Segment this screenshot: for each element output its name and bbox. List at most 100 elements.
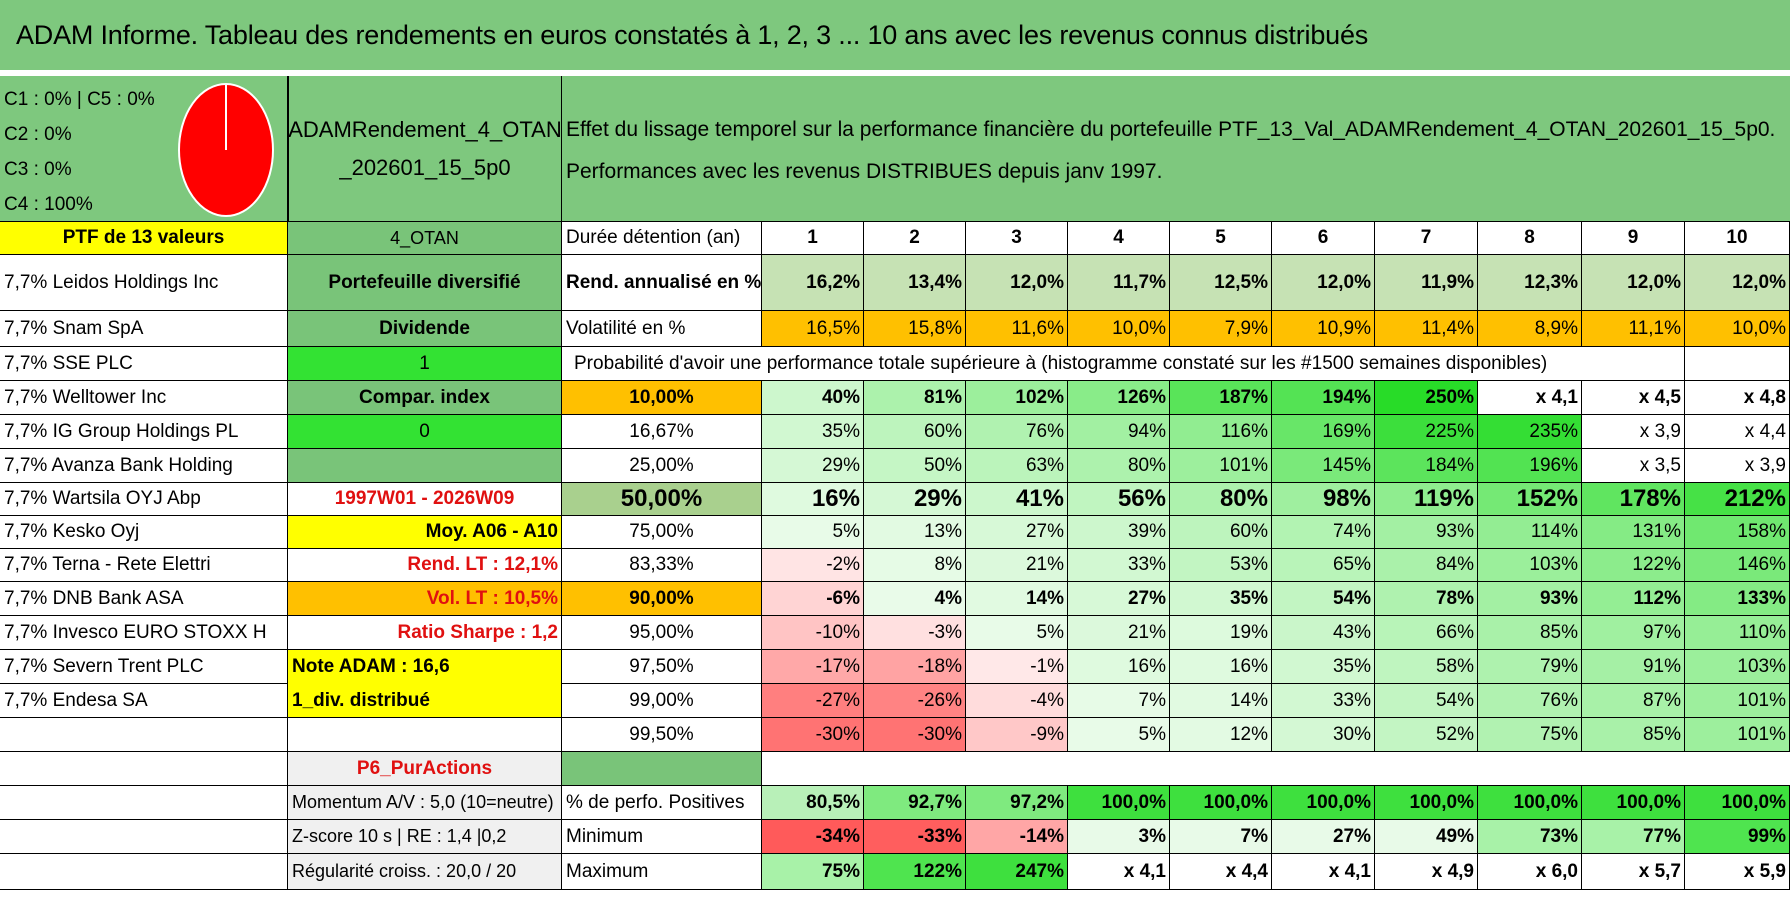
legend-line: C1 : 0% | C5 : 0% (4, 89, 155, 110)
empty-cell (0, 752, 288, 786)
legend-line: C3 : 0% (4, 159, 72, 180)
probability-value: 184% (1375, 449, 1478, 483)
probability-value: x 3,9 (1582, 415, 1685, 449)
probability-threshold: 10,00% (562, 381, 762, 415)
probability-value: 56% (1068, 483, 1170, 516)
empty-cell (762, 752, 1790, 786)
vol-value: 10,9% (1272, 311, 1375, 347)
probability-value: 7% (1068, 684, 1170, 718)
sharpe-label: Ratio Sharpe : 1,2 (288, 616, 562, 650)
probability-value: 27% (1068, 582, 1170, 616)
duration-label: Durée détention (an) (562, 222, 762, 255)
probability-value: 66% (1375, 616, 1478, 650)
probability-value: 14% (966, 582, 1068, 616)
rend-value: 12,0% (1685, 255, 1790, 311)
probability-value: 5% (1068, 718, 1170, 752)
probability-value: 5% (762, 516, 864, 549)
probability-value: 41% (966, 483, 1068, 516)
probability-value: 91% (1582, 650, 1685, 684)
empty-cell (288, 449, 562, 483)
compar-label: Compar. index (288, 381, 562, 415)
probability-threshold: 75,00% (562, 516, 762, 549)
empty-cell (0, 820, 288, 854)
holding-row: 7,7% DNB Bank ASA (0, 582, 288, 616)
report-title: ADAM Informe. Tableau des rendements en … (0, 0, 1790, 70)
probability-value: 76% (966, 415, 1068, 449)
maximum-value: x 4,1 (1068, 854, 1170, 890)
category-legend: C1 : 0% | C5 : 0% C2 : 0% C3 : 0% C4 : 1… (4, 82, 174, 222)
holding-row: 7,7% Wartsila OYJ Abp (0, 483, 288, 516)
portfolio-name-line1: ADAMRendement_4_OTAN (288, 117, 562, 142)
probability-value: 14% (1170, 684, 1272, 718)
probability-value: 196% (1478, 449, 1582, 483)
probability-value: -30% (864, 718, 966, 752)
probability-value: -26% (864, 684, 966, 718)
probability-value: 63% (966, 449, 1068, 483)
minimum-value: -34% (762, 820, 864, 854)
probability-value: 101% (1170, 449, 1272, 483)
holding-row: 7,7% Snam SpA (0, 311, 288, 347)
probability-value: 8% (864, 549, 966, 582)
legend-line: C4 : 100% (4, 194, 93, 215)
probability-value: 5% (966, 616, 1068, 650)
rend-value: 12,5% (1170, 255, 1272, 311)
compar-value: 0 (288, 415, 562, 449)
probability-value: 119% (1375, 483, 1478, 516)
probability-value: 103% (1685, 650, 1790, 684)
probability-value: 94% (1068, 415, 1170, 449)
probability-value: 80% (1170, 483, 1272, 516)
probability-value: -17% (762, 650, 864, 684)
probability-value: 33% (1272, 684, 1375, 718)
probability-value: -18% (864, 650, 966, 684)
min-label: Minimum (562, 820, 762, 854)
probability-value: 212% (1685, 483, 1790, 516)
probability-value: 112% (1582, 582, 1685, 616)
probability-value: 87% (1582, 684, 1685, 718)
positive-value: 100,0% (1685, 786, 1790, 820)
probability-value: x 3,5 (1582, 449, 1685, 483)
probability-threshold: 97,50% (562, 650, 762, 684)
positive-value: 100,0% (1272, 786, 1375, 820)
empty-cell (562, 752, 762, 786)
description-line1: Effet du lissage temporel sur la perform… (566, 118, 1776, 141)
maximum-value: 122% (864, 854, 966, 890)
vol-value: 16,5% (762, 311, 864, 347)
probability-value: 133% (1685, 582, 1790, 616)
probability-value: 19% (1170, 616, 1272, 650)
maximum-value: x 5,9 (1685, 854, 1790, 890)
empty-cell (0, 786, 288, 820)
pos-label: % de perfo. Positives (562, 786, 762, 820)
probability-value: 81% (864, 381, 966, 415)
year-header: 5 (1170, 222, 1272, 255)
probability-value: 74% (1272, 516, 1375, 549)
year-header: 7 (1375, 222, 1478, 255)
holding-row: 7,7% Endesa SA (0, 684, 288, 718)
probability-threshold: 99,50% (562, 718, 762, 752)
probability-value: 16% (762, 483, 864, 516)
portfolio-name-line2: _202601_15_5p0 (339, 155, 511, 180)
holding-row: 7,7% Welltower Inc (0, 381, 288, 415)
vol-value: 8,9% (1478, 311, 1582, 347)
positive-value: 97,2% (966, 786, 1068, 820)
probability-threshold: 99,00% (562, 684, 762, 718)
minimum-value: 3% (1068, 820, 1170, 854)
diversified-label: Portefeuille diversifié (288, 255, 562, 311)
dividend-value: 1 (288, 347, 562, 381)
empty-cell (0, 854, 288, 890)
probability-value: 16% (1068, 650, 1170, 684)
probability-threshold: 25,00% (562, 449, 762, 483)
probability-value: 35% (762, 415, 864, 449)
probability-threshold: 95,00% (562, 616, 762, 650)
probability-value: -9% (966, 718, 1068, 752)
probability-value: 33% (1068, 549, 1170, 582)
header-band (0, 76, 1790, 222)
maximum-value: x 4,1 (1272, 854, 1375, 890)
probability-value: 50% (864, 449, 966, 483)
probability-value: 84% (1375, 549, 1478, 582)
probability-value: 101% (1685, 684, 1790, 718)
probability-value: -1% (966, 650, 1068, 684)
probability-value: 27% (966, 516, 1068, 549)
positive-value: 100,0% (1478, 786, 1582, 820)
probability-value: -30% (762, 718, 864, 752)
